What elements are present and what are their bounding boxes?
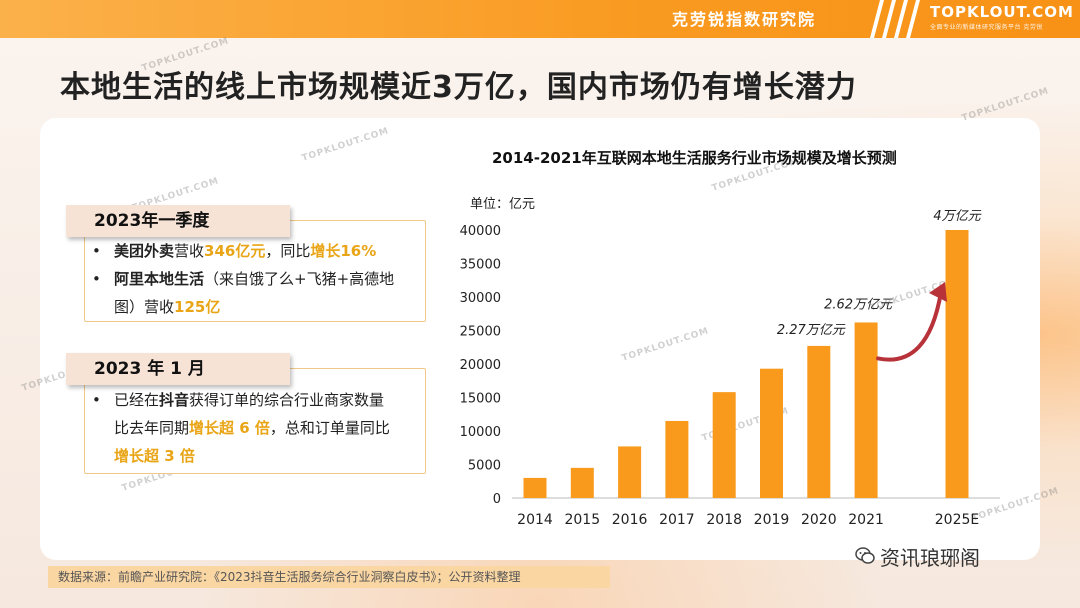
- data-label-2020: 2.27万亿元: [777, 323, 846, 338]
- x-tick-label: 2018: [706, 512, 742, 528]
- y-tick-label: 30000: [460, 291, 501, 306]
- text: ，总和订单量同比: [269, 419, 390, 437]
- text: 比去年同期: [114, 419, 190, 437]
- bar-2020: [807, 345, 831, 498]
- x-tick-label: 2017: [659, 512, 695, 528]
- y-tick-label: 5000: [468, 459, 501, 474]
- data-source: 数据来源：前瞻产业研究院：《2023抖音生活服务综合行业洞察白皮书》；公开资料整…: [48, 566, 610, 588]
- bar-2014: [523, 477, 547, 498]
- page-title: 本地生活的线上市场规模近3万亿，国内市场仍有增长潜力: [60, 70, 857, 105]
- brand-logo-en: TOPKLOUT.COM: [930, 3, 1074, 21]
- x-tick-label: 2014: [517, 512, 553, 528]
- bar-2016: [618, 446, 642, 498]
- brand-subtitle: 全面专业的新媒体研究服务平台 克劳锐: [930, 24, 1043, 31]
- bar-2018: [712, 392, 736, 498]
- text: 获得订单的综合行业商家数量: [189, 391, 385, 409]
- x-tick-label: 2015: [564, 512, 600, 528]
- text: 已经在: [114, 391, 160, 409]
- company-ali-local: 阿里本地生活: [114, 270, 205, 288]
- box-heading-text: 2023 年 1 月: [94, 359, 205, 379]
- bar-2025E: [945, 230, 969, 498]
- highlight-revenue: 346亿元: [204, 242, 266, 260]
- text: ，同比: [265, 242, 311, 260]
- data-label-2025E: 4万亿元: [933, 209, 981, 224]
- y-tick-label: 10000: [460, 425, 501, 440]
- bar-2019: [760, 368, 783, 498]
- y-tick-label: 40000: [460, 224, 501, 239]
- box-heading-text: 2023年一季度: [94, 211, 210, 231]
- x-tick-label: 2019: [754, 512, 790, 528]
- wechat-icon: [855, 547, 875, 564]
- y-tick-label: 35000: [460, 258, 501, 273]
- y-tick-label: 20000: [460, 358, 501, 373]
- growth-arrow-head: [929, 282, 947, 302]
- highlight-growth: 增长16%: [310, 242, 377, 260]
- bullet-list-q1: 美团外卖营收346亿元，同比增长16% 阿里本地生活（来自饿了么+飞猪+高德地图…: [88, 237, 418, 321]
- x-tick-label: 2020: [801, 512, 837, 528]
- chart-title: 2014-2021年互联网本地生活服务行业市场规模及增长预测: [492, 149, 897, 167]
- growth-arrow: [876, 290, 943, 362]
- header-bar: 克劳锐指数研究院 TOPKLOUT.COM 全面专业的新媒体研究服务平台 克劳锐: [0, 0, 1080, 38]
- y-tick-label: 25000: [460, 325, 501, 340]
- wechat-account-name: 资讯琅琊阁: [880, 546, 980, 570]
- bar-2017: [665, 420, 689, 498]
- x-tick-label: 2025E: [935, 512, 979, 528]
- unit-label: 单位：亿元: [470, 197, 536, 212]
- stripe-decoration: [870, 0, 920, 38]
- box-heading-q1-2023: 2023年一季度: [66, 205, 290, 237]
- highlight-growth: 增长超 3 倍: [114, 447, 195, 465]
- x-tick-label: 2016: [612, 512, 648, 528]
- highlight-revenue: 125亿: [174, 298, 221, 316]
- x-tick-label: 2021: [848, 512, 884, 528]
- bar-2021: [854, 322, 878, 498]
- brand-name-cn: 克劳锐指数研究院: [672, 10, 817, 29]
- data-label-2021: 2.62万亿元: [824, 297, 893, 312]
- text: 营收: [174, 242, 205, 260]
- list-item: 美团外卖营收346亿元，同比增长16%: [88, 237, 418, 265]
- y-tick-label: 0: [493, 492, 501, 507]
- box-heading-jan-2023: 2023 年 1 月: [66, 353, 290, 385]
- text: （来自饿了么+飞猪+高德地: [204, 270, 395, 288]
- highlight-growth: 增长超 6 倍: [189, 419, 270, 437]
- bar-2015: [570, 467, 594, 498]
- text: 图）营收: [114, 298, 175, 316]
- platform-douyin: 抖音: [159, 391, 190, 409]
- y-tick-label: 15000: [460, 392, 501, 407]
- company-meituan: 美团外卖: [114, 242, 175, 260]
